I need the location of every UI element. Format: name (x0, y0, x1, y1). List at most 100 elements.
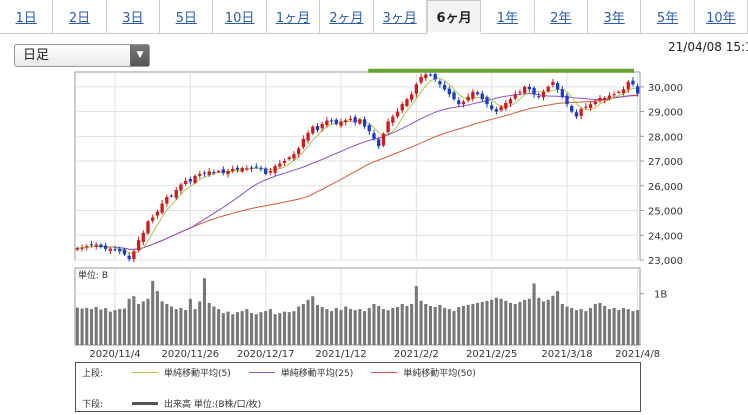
candle-body (235, 167, 240, 170)
volume-bar (226, 311, 230, 345)
volume-bar (513, 303, 517, 345)
volume-bar (560, 303, 564, 345)
tab-6[interactable]: 2ヶ月 (320, 0, 374, 33)
candle-body (555, 83, 560, 90)
candle-body (419, 76, 423, 83)
candle-body (518, 91, 522, 93)
candle-body (306, 132, 310, 141)
tab-12[interactable]: 5年 (641, 0, 695, 33)
volume-bar (245, 309, 249, 345)
tab-0[interactable]: 1日 (0, 0, 54, 33)
candle-body (198, 173, 202, 176)
volume-bar (518, 301, 522, 345)
volume-bar (127, 298, 131, 345)
candle-body (381, 133, 386, 146)
candle-body (428, 74, 433, 76)
tab-7[interactable]: 3ヶ月 (374, 0, 427, 33)
candle-body (607, 95, 612, 99)
volume-bar (471, 303, 475, 345)
volume-bar (151, 280, 155, 345)
candle-body (108, 248, 112, 251)
volume-bar (541, 301, 546, 345)
volume-bar (75, 307, 79, 345)
candle-body (141, 232, 145, 243)
volume-bar (372, 303, 376, 345)
volume-bar (202, 278, 207, 345)
volume-bar (551, 295, 555, 345)
candle-body (565, 95, 569, 105)
volume-bar (410, 303, 414, 345)
price-plot-area (74, 71, 641, 261)
candle-body (151, 217, 155, 221)
volume-bar (414, 285, 418, 345)
candle-body (278, 163, 282, 167)
candle-body (358, 119, 362, 124)
volume-bar (348, 309, 352, 345)
tab-4[interactable]: 10日 (213, 0, 267, 33)
candle-body (325, 120, 329, 126)
tab-3[interactable]: 5日 (160, 0, 214, 33)
volume-bar (287, 312, 291, 345)
y-tick-label: 25,000 (648, 207, 683, 218)
tab-11[interactable]: 3年 (588, 0, 642, 33)
candle-body (268, 170, 273, 173)
legend-lower-label: 下段: (82, 400, 104, 410)
candle-body (621, 89, 626, 94)
candle-body (372, 133, 376, 139)
x-tick-label: 2021/1/12 (315, 349, 366, 360)
volume-bar (132, 296, 136, 345)
period-select[interactable]: 日足 ▼ (14, 44, 150, 67)
tab-10[interactable]: 2年 (535, 0, 588, 33)
y-tick-label: 29,000 (648, 108, 683, 119)
candle-body (348, 119, 353, 120)
tab-9[interactable]: 1年 (481, 0, 535, 33)
candle-body (386, 121, 390, 132)
candle-body (296, 148, 301, 155)
candle-body (179, 184, 183, 191)
legend-item-volume: 出来高 単位:(B株/口/枚) (132, 397, 261, 410)
volume-bar (579, 309, 583, 345)
candle-body (113, 249, 117, 251)
chevron-down-icon[interactable]: ▼ (130, 45, 149, 66)
volume-bar (457, 307, 461, 345)
volume-bar (391, 308, 395, 345)
volume-bar (198, 301, 202, 345)
candle-body (598, 97, 602, 101)
candle-body (494, 109, 499, 112)
candle-body (212, 172, 216, 174)
candle-body (452, 92, 456, 100)
volume-bar (292, 311, 296, 345)
candle-body (311, 126, 315, 134)
candle-body (546, 86, 550, 92)
tab-8[interactable]: 6ヶ月 (426, 0, 482, 34)
tab-2[interactable]: 3日 (107, 0, 161, 33)
candle-body (245, 168, 249, 170)
volume-bar (584, 311, 588, 345)
volume-bar (636, 310, 640, 345)
y-tick-label: 24,000 (648, 231, 683, 242)
x-tick-label: 2020/12/17 (237, 349, 295, 360)
legend-swatch-volume (132, 402, 158, 405)
candle-body (475, 92, 480, 95)
candle-body (160, 203, 164, 213)
candle-body (579, 109, 583, 116)
volume-bar (250, 313, 254, 345)
x-tick-label: 2021/2/2 (394, 349, 439, 360)
volume-bar (278, 313, 282, 345)
candle-body (259, 168, 263, 170)
candle-body (612, 94, 616, 96)
volume-bar (160, 301, 164, 345)
candle-body (438, 81, 442, 85)
volume-bar (598, 302, 602, 345)
volume-bar (452, 311, 456, 345)
tab-5[interactable]: 1ヶ月 (267, 0, 321, 33)
tab-1[interactable]: 2日 (53, 0, 107, 33)
candle-body (94, 244, 98, 247)
candle-body (103, 245, 108, 249)
volume-bar (306, 299, 310, 345)
volume-bar (207, 302, 211, 345)
x-tick-label: 2021/4/8 (615, 349, 660, 360)
volume-bar (556, 291, 560, 345)
volume-bar (325, 309, 329, 345)
volume-bar (235, 312, 239, 345)
